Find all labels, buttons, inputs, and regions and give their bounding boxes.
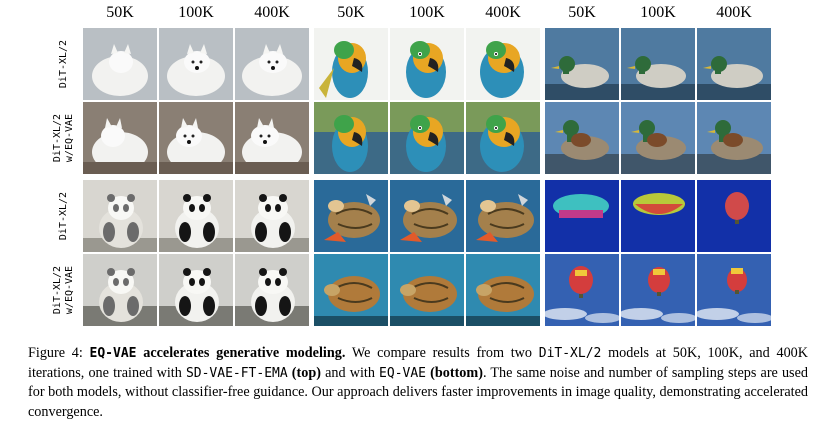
duck-image (697, 28, 771, 100)
panda-image (83, 254, 157, 326)
panda-image (235, 180, 309, 252)
figure-label: Figure 4: (28, 345, 90, 361)
hot-air-balloon-image (697, 254, 771, 326)
arctic-fox-image (159, 28, 233, 100)
panda-image (235, 254, 309, 326)
column-header-100k: 100K (409, 4, 445, 21)
sea-turtle-image (314, 180, 388, 252)
sea-turtle-image (390, 180, 464, 252)
panda-image (159, 180, 233, 252)
duck-image (621, 28, 695, 100)
arctic-fox-image (159, 102, 233, 174)
hot-air-balloon-image (621, 254, 695, 326)
row-label-dit-eq-vae: DiT-XL/2 w/EQ-VAE (52, 265, 76, 315)
hot-air-balloon-image (545, 254, 619, 326)
figure-caption: Figure 4: EQ-VAE accelerates generative … (28, 345, 808, 420)
column-header-100k: 100K (178, 4, 214, 21)
arctic-fox-image (235, 28, 309, 100)
row-label-dit: DiT-XL/2 (58, 191, 70, 241)
parrot-image (466, 28, 540, 100)
arctic-fox-image (83, 28, 157, 100)
arctic-fox-image (235, 102, 309, 174)
parrot-image (390, 102, 464, 174)
parrot-image (390, 28, 464, 100)
parrot-image (314, 102, 388, 174)
column-header-400k: 400K (485, 4, 521, 21)
sea-turtle-image (390, 254, 464, 326)
panda-image (159, 254, 233, 326)
column-header-100k: 100K (640, 4, 676, 21)
panda-image (83, 180, 157, 252)
duck-image (621, 102, 695, 174)
parrot-image (314, 28, 388, 100)
duck-image (545, 28, 619, 100)
column-header-50k: 50K (337, 4, 365, 21)
column-header-50k: 50K (568, 4, 596, 21)
hot-air-balloon-image (545, 180, 619, 252)
sea-turtle-image (466, 254, 540, 326)
hot-air-balloon-image (697, 180, 771, 252)
duck-image (545, 102, 619, 174)
sea-turtle-image (466, 180, 540, 252)
parrot-image (466, 102, 540, 174)
duck-image (697, 102, 771, 174)
sea-turtle-image (314, 254, 388, 326)
column-header-50k: 50K (106, 4, 134, 21)
column-header-400k: 400K (716, 4, 752, 21)
caption-title: EQ-VAE accelerates generative modeling. (89, 345, 346, 361)
row-label-dit: DiT-XL/2 (58, 39, 70, 89)
hot-air-balloon-image (621, 180, 695, 252)
column-header-400k: 400K (254, 4, 290, 21)
arctic-fox-image (83, 102, 157, 174)
row-label-dit-eq-vae: DiT-XL/2 w/EQ-VAE (52, 113, 76, 163)
